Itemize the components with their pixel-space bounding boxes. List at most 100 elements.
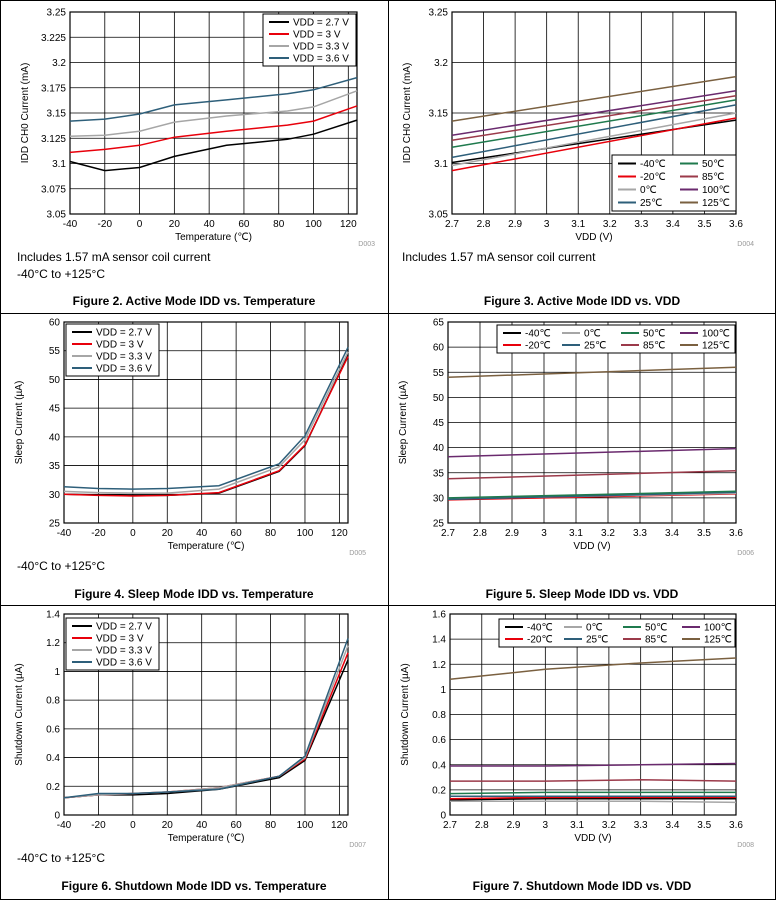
y-tick-label: 1.6 [432,610,446,621]
y-tick-label: 3.25 [429,8,449,19]
chart-code-label: D004 [737,241,754,248]
y-tick-label: 3.175 [41,83,66,94]
series-line [447,490,737,499]
y-tick-label: 3.25 [47,8,67,19]
y-tick-label: 35 [49,461,61,472]
x-tick-label: 0 [137,219,143,230]
legend-entry-label: -20℃ [527,635,553,646]
x-tick-label: 2.9 [508,219,522,230]
x-tick-label: 3.1 [569,528,583,539]
caption-figure-7: Figure 7. Shutdown Mode IDD vs. VDD [472,879,692,893]
x-axis-label: VDD (V) [575,232,612,243]
series-line [451,99,737,149]
chart-sleep-idd-vs-temperature: -40 -20 0 20 40 60 80 100 120 25 30 35 40 45 50 55 60 Tem… [14,318,366,558]
legend-entry-label: 25℃ [584,341,606,352]
series-line [63,356,349,497]
y-tick-label: 3.075 [41,184,66,195]
plot-area-border [63,613,349,816]
y-axis-label: Shutdown Current (µA) [14,663,25,765]
series-line [450,779,737,782]
y-axis-label: IDD CH0 Current (mA) [402,63,413,164]
series-line [450,800,737,804]
x-tick-label: 80 [273,219,285,230]
legend-entry-label: -40℃ [640,159,666,170]
y-tick-label: 3.125 [41,134,66,145]
x-tick-label: 2.8 [473,528,487,539]
legend-entry-label: VDD = 3 V [293,30,341,41]
x-tick-label: 2.8 [477,219,491,230]
legend-entry-label: 0℃ [640,185,657,196]
x-axis-label: Temperature (℃) [168,833,245,844]
y-tick-label: 60 [433,343,445,354]
series-line [451,117,737,172]
x-tick-label: 120 [331,528,348,539]
x-tick-label: 3 [541,528,547,539]
note-temp-range: -40°C to +125°C [17,851,105,865]
y-tick-label: 55 [49,346,61,357]
y-tick-label: 0.8 [432,710,446,721]
y-tick-label: 0.2 [46,782,60,793]
x-tick-label: 3.5 [697,820,711,831]
x-tick-label: 3.2 [602,820,616,831]
x-tick-label: 20 [162,820,174,831]
x-tick-label: 20 [162,528,174,539]
x-tick-label: 3.4 [666,219,680,230]
plot-area-border [69,11,358,215]
chart-active-idd-vs-temperature: -40 -20 0 20 40 60 80 100 120 3.05 3.075 3.1 3.125 3.… [20,8,375,249]
x-tick-label: 40 [196,528,208,539]
chart-code-label: D007 [349,842,366,849]
x-axis-label: VDD (V) [574,833,611,844]
x-tick-label: 20 [169,219,181,230]
legend-entry-label: 85℃ [702,172,724,183]
x-tick-label: 3.6 [729,820,743,831]
x-tick-label: 80 [265,820,277,831]
x-tick-label: 3.4 [665,820,679,831]
series-line [69,119,358,172]
legend-entry-label: -40℃ [525,329,551,340]
x-tick-label: 2.7 [441,528,455,539]
legend-entry-label: 100℃ [702,185,730,196]
x-tick-label: 3.5 [697,219,711,230]
series-line [69,76,358,122]
series-line [451,112,737,167]
x-tick-label: 120 [340,219,357,230]
legend-entry-label: VDD = 3.3 V [293,42,349,53]
series-line [449,791,736,795]
x-tick-label: 100 [297,528,314,539]
chart-sleep-idd-vs-vdd: 2.7 2.8 2.9 3 3.1 3.2 3.3 3.4 3.5 3.6 25 30 35 40 45 50… [398,318,754,558]
legend-entry-label: VDD = 3.6 V [293,54,349,65]
y-tick-label: 3.1 [52,159,66,170]
series-line [451,95,737,142]
series-line [63,346,349,490]
x-axis-label: Temperature (℃) [175,232,252,243]
y-tick-label: 40 [433,443,445,454]
y-tick-label: 0.6 [432,735,446,746]
x-tick-label: 3 [543,820,549,831]
y-tick-label: 0.4 [432,760,446,771]
x-tick-label: 2.9 [505,528,519,539]
caption-figure-4: Figure 4. Sleep Mode IDD vs. Temperature [74,587,314,601]
legend-entry-label: -20℃ [640,172,666,183]
x-tick-label: 3.3 [633,528,647,539]
x-tick-label: 3.6 [729,528,743,539]
legend-entry-label: 25℃ [586,635,608,646]
chart-shutdown-idd-vs-vdd: 2.7 2.8 2.9 3 3.1 3.2 3.3 3.4 3.5 3.6 0 0.2 0.4 0.6 0.… [400,610,754,850]
y-tick-label: 0.4 [46,753,60,764]
legend-entry-label: VDD = 2.7 V [96,622,152,633]
chart-code-label: D003 [358,241,375,248]
y-tick-label: 40 [49,432,61,443]
y-tick-label: 3.2 [434,58,448,69]
series-line [63,638,349,799]
y-axis-label: IDD CH0 Current (mA) [20,63,31,164]
series-line [451,104,737,159]
caption-figure-2: Figure 2. Active Mode IDD vs. Temperatur… [72,294,316,308]
x-tick-label: 3.3 [634,219,648,230]
x-tick-label: 60 [238,219,250,230]
legend-entry-label: 100℃ [704,623,732,634]
y-axis-label: Sleep Current (µA) [14,381,25,465]
legend-entry-label: VDD = 3.3 V [96,352,152,363]
frame-left [0,0,1,900]
y-tick-label: 25 [49,519,61,530]
frame-divider-row2 [0,605,776,606]
